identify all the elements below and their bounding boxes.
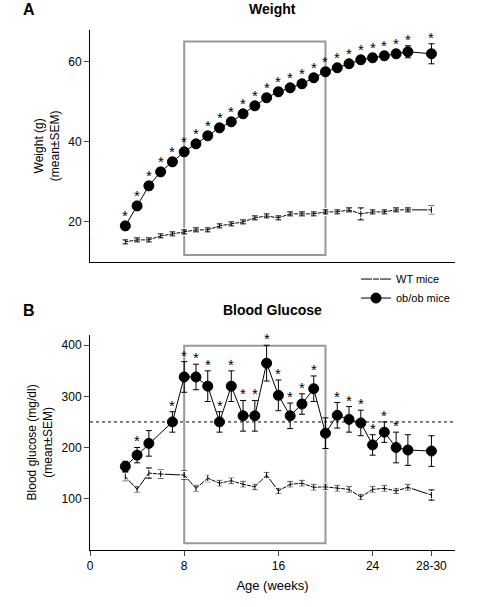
svg-text:*: * [334,388,340,405]
svg-text:*: * [169,397,175,414]
svg-text:*: * [264,79,270,96]
svg-text:*: * [264,330,270,347]
svg-text:A: A [23,1,35,18]
svg-text:*: * [334,49,340,66]
svg-text:Weight: Weight [249,1,296,17]
svg-text:*: * [370,39,376,56]
svg-text:*: * [158,153,164,170]
svg-text:100: 100 [62,492,82,506]
svg-text:*: * [228,103,234,120]
svg-text:*: * [393,417,399,434]
svg-text:*: * [193,125,199,142]
svg-text:300: 300 [62,390,82,404]
svg-text:*: * [381,407,387,424]
svg-text:28-30: 28-30 [416,559,447,573]
svg-text:*: * [311,59,317,76]
svg-text:*: * [240,95,246,112]
svg-text:*: * [275,73,281,90]
svg-text:*: * [381,37,387,54]
svg-text:24: 24 [366,559,380,573]
svg-text:8: 8 [181,559,188,573]
svg-text:*: * [240,385,246,402]
svg-text:200: 200 [62,441,82,455]
svg-text:*: * [205,356,211,373]
svg-text:60: 60 [68,55,82,69]
svg-text:*: * [252,385,258,402]
svg-text:*: * [405,31,411,48]
svg-text:*: * [287,388,293,405]
svg-text:*: * [193,349,199,366]
svg-text:*: * [134,187,140,204]
svg-text:*: * [428,29,434,46]
svg-text:*: * [122,207,128,224]
svg-text:*: * [146,167,152,184]
svg-text:*: * [205,117,211,134]
svg-text:*: * [228,356,234,373]
svg-text:400: 400 [62,338,82,352]
svg-text:*: * [346,392,352,409]
svg-text:*: * [358,41,364,58]
svg-text:*: * [393,35,399,52]
svg-text:Blood Glucose: Blood Glucose [223,302,322,318]
svg-text:*: * [370,420,376,437]
svg-text:0: 0 [87,559,94,573]
svg-text:Weight (g)(mean±SEM): Weight (g)(mean±SEM) [32,111,62,182]
svg-text:*: * [217,397,223,414]
svg-text:*: * [169,143,175,160]
svg-text:*: * [275,365,281,382]
svg-text:*: * [322,53,328,70]
svg-text:*: * [287,69,293,86]
svg-text:Age (weeks): Age (weeks) [236,578,308,593]
svg-text:*: * [181,347,187,364]
svg-text:*: * [346,45,352,62]
svg-text:*: * [181,133,187,150]
svg-text:ob/ob mice: ob/ob mice [396,292,450,304]
svg-text:*: * [358,395,364,412]
svg-text:*: * [311,361,317,378]
svg-text:*: * [299,65,305,82]
svg-text:WT mice: WT mice [396,273,439,285]
svg-text:*: * [217,109,223,126]
svg-text:16: 16 [272,559,286,573]
svg-text:20: 20 [68,215,82,229]
svg-text:B: B [23,302,35,319]
svg-text:*: * [134,432,140,449]
svg-text:40: 40 [68,135,82,149]
svg-text:Blood glucose (mg/dl)(mean±SEM: Blood glucose (mg/dl)(mean±SEM) [25,384,55,500]
svg-text:*: * [252,87,258,104]
svg-text:*: * [299,379,305,396]
